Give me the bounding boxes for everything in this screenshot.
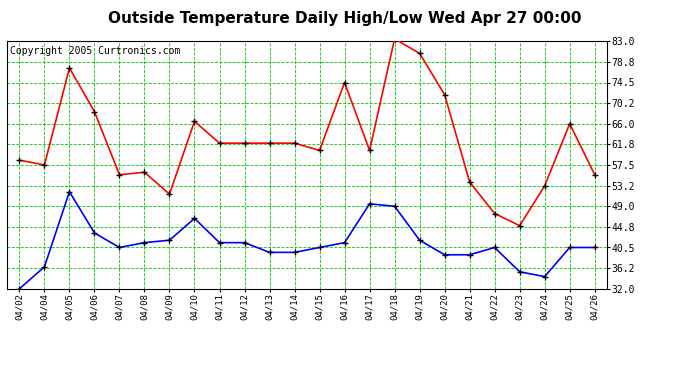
Text: Outside Temperature Daily High/Low Wed Apr 27 00:00: Outside Temperature Daily High/Low Wed A… [108, 11, 582, 26]
Text: Copyright 2005 Curtronics.com: Copyright 2005 Curtronics.com [10, 46, 180, 56]
